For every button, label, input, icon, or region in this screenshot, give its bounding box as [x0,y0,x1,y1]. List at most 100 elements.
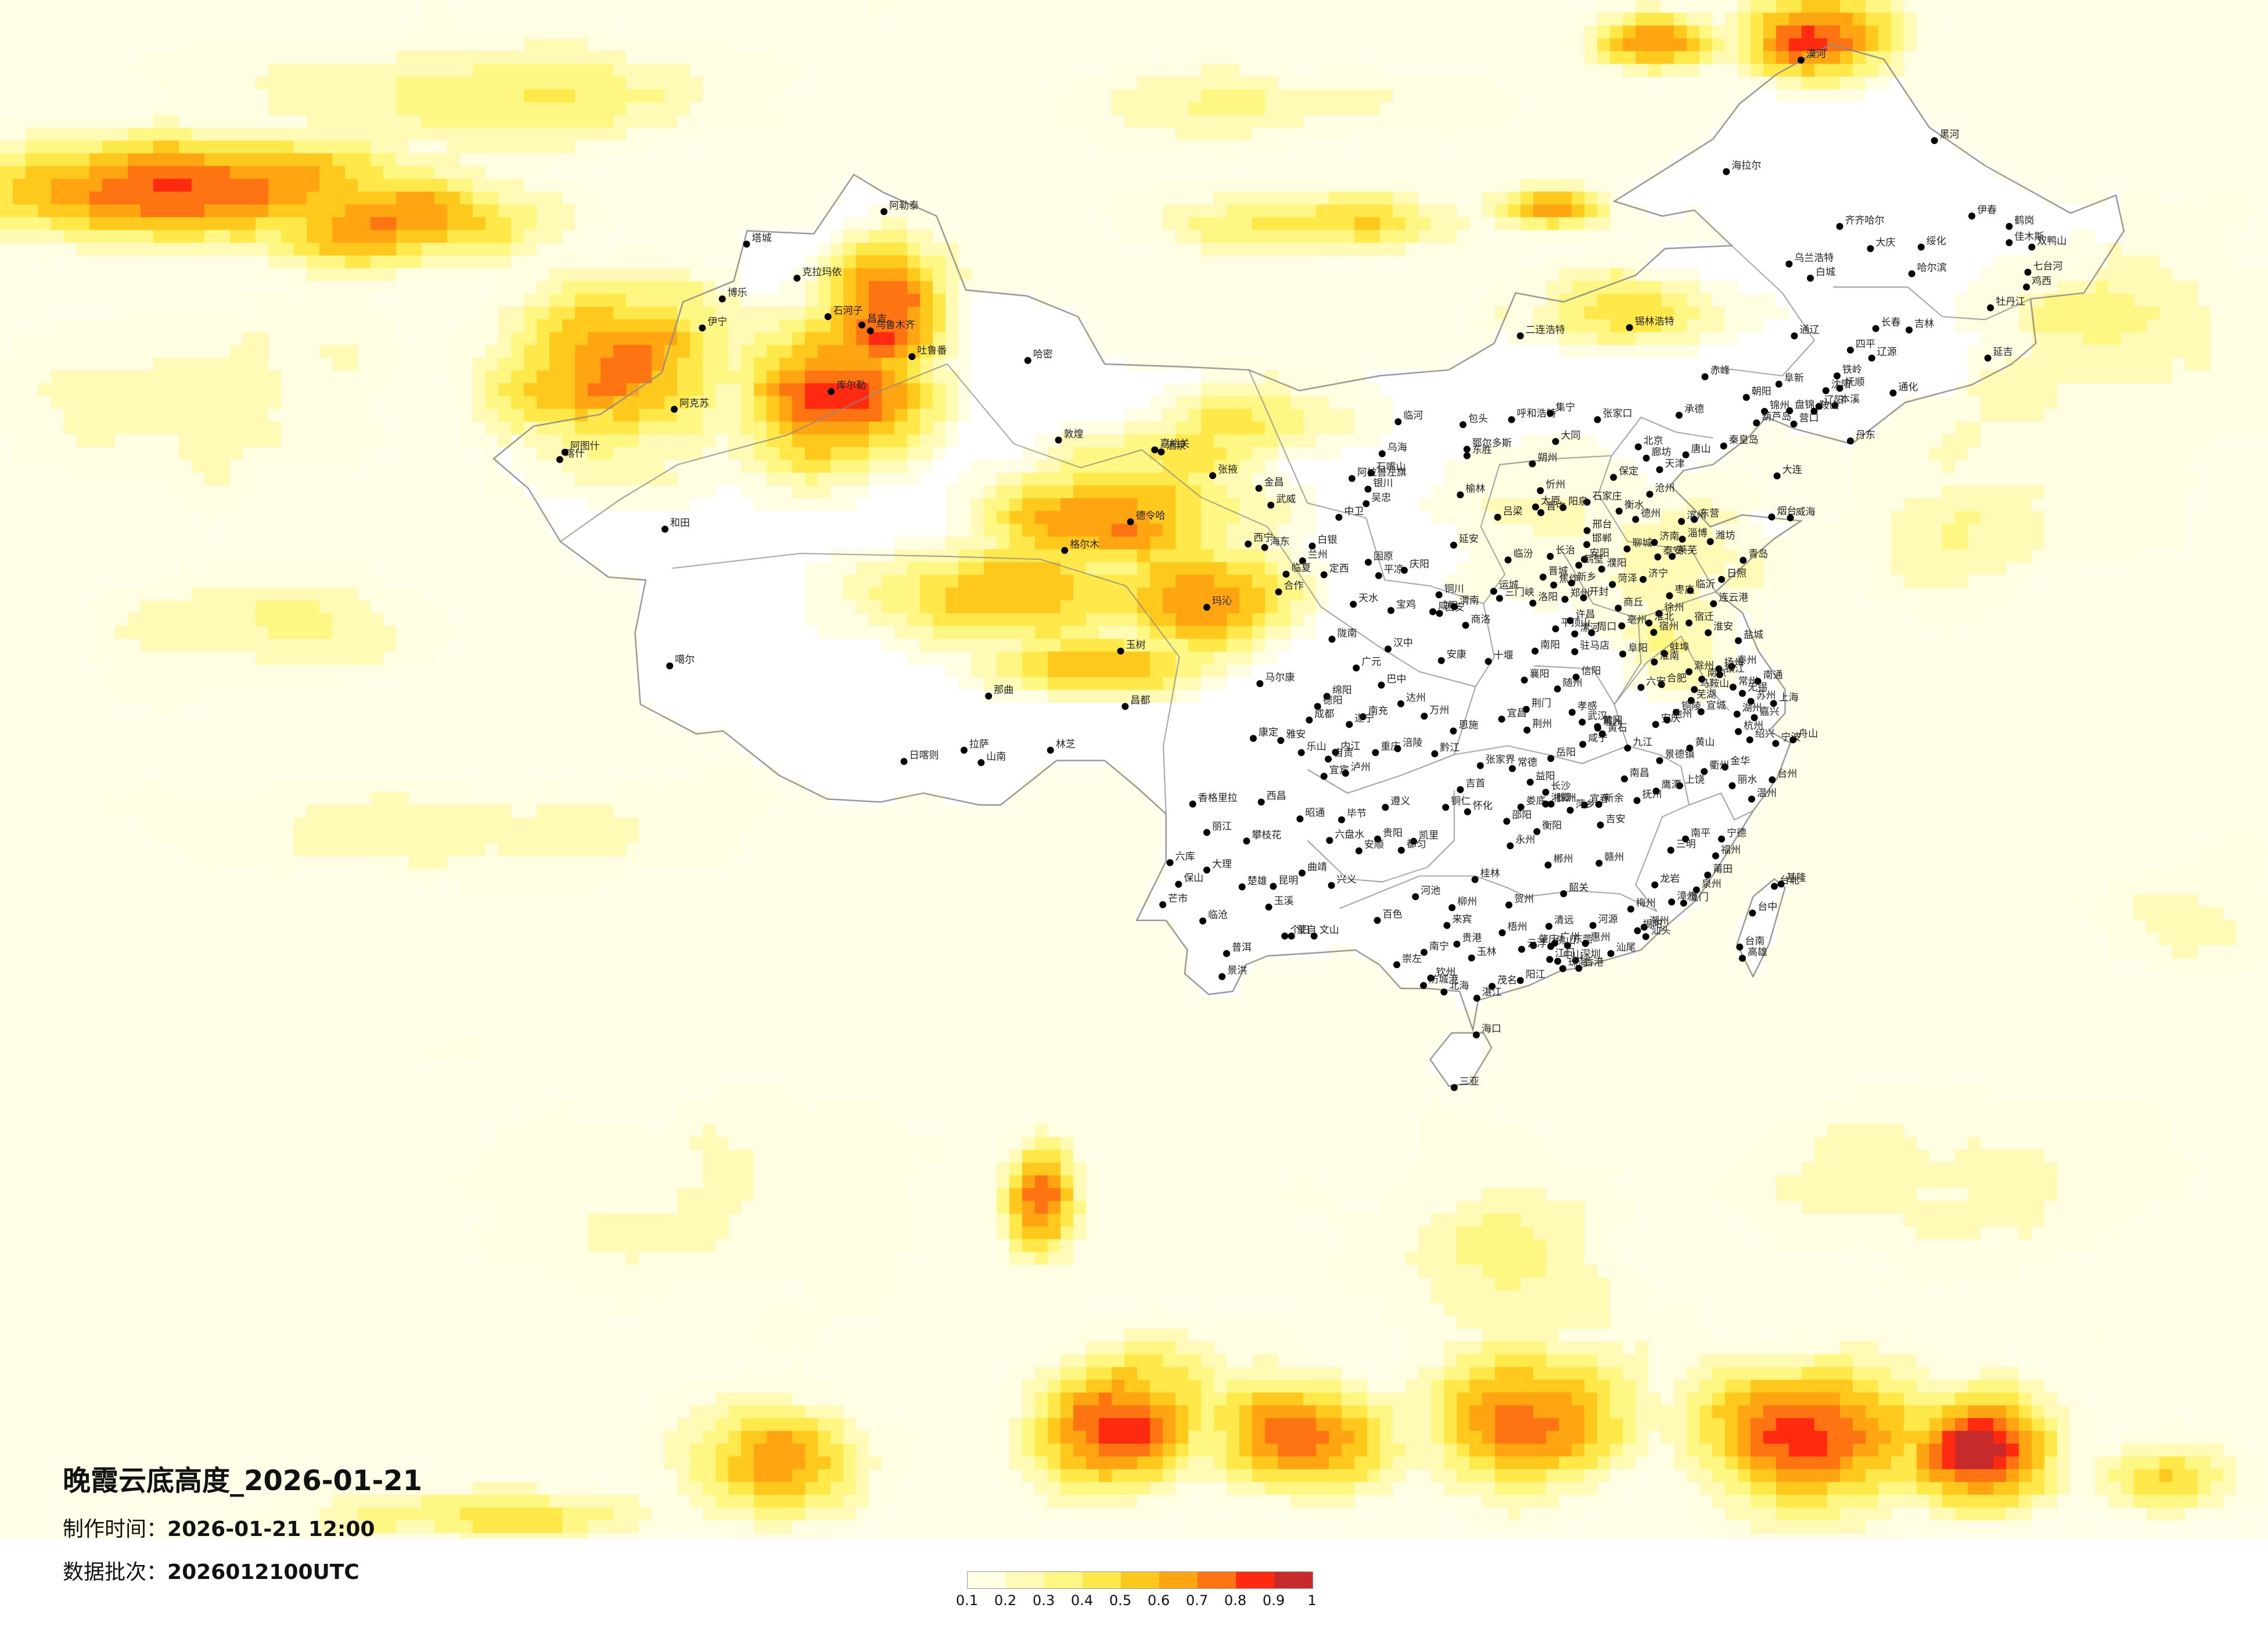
city-dot [1338,816,1345,823]
city-dot [1175,880,1182,888]
city-marker: 张掖 [1209,464,1238,479]
city-label: 清远 [1554,915,1574,926]
city-marker: 朔州 [1529,452,1557,467]
city-marker: 南充 [1359,705,1388,721]
city-label: 珠海 [1568,957,1588,969]
city-dot [1547,553,1554,560]
city-dot [1476,762,1484,769]
city-marker: 嘉兴 [1751,706,1780,721]
city-dot [2024,268,2032,276]
city-label: 揭阳 [1642,919,1662,931]
city-dot [1267,501,1275,509]
city-label: 烟台 [1777,505,1797,517]
city-label: 葫芦岛 [1762,411,1791,423]
city-marker: 钦州 [1427,966,1455,982]
city-marker: 邢台 [1583,519,1612,534]
city-marker: 秦皇岛 [1720,434,1759,449]
city-marker: 牡丹江 [1987,296,2025,311]
city-dot [1566,617,1574,624]
city-marker: 巴中 [1378,674,1406,689]
city-dot [1658,681,1665,688]
city-marker: 通辽 [1791,324,1820,340]
city-label: 和田 [670,517,690,529]
city-dot [1723,168,1730,175]
city-label: 马尔康 [1265,672,1295,684]
city-marker: 北京 [1634,436,1663,451]
city-dot [1374,916,1381,924]
city-marker: 中山 [1554,949,1583,965]
city-label: 新余 [1604,793,1624,804]
city-marker: 盘锦 [1786,399,1814,415]
city-marker: 个旧 [1281,924,1310,940]
city-dot [1810,408,1818,415]
city-marker: 洛阳 [1529,592,1558,607]
city-marker: 成都 [1306,708,1334,724]
city-label: 朔州 [1537,452,1557,464]
city-label: 海东 [1270,536,1290,548]
city-label: 滁州 [1694,660,1714,672]
city-dot [1545,923,1552,930]
city-label: 山南 [986,751,1006,762]
city-label: 张家界 [1486,754,1515,765]
city-label: 深圳 [1581,949,1601,961]
city-label: 惠州 [1591,932,1611,944]
city-label: 格尔木 [1070,539,1099,551]
city-dot [1299,557,1306,564]
city-marker: 泸州 [1342,762,1371,777]
city-marker: 兰州 [1299,549,1328,564]
city-marker: 内江 [1332,740,1360,756]
city-label: 襄阳 [1530,668,1550,680]
city-label: 临汾 [1514,548,1533,560]
legend-swatch [1006,1572,1044,1588]
city-dot [1560,890,1568,897]
city-label: 乐山 [1307,741,1327,753]
city-label: 萍乡 [1576,798,1595,810]
city-label: 徐州 [1665,602,1684,613]
city-marker: 汕尾 [1607,942,1636,957]
city-label: 六安 [1646,676,1666,688]
city-marker: 锡林浩特 [1626,316,1674,332]
city-dot [1697,708,1705,715]
city-label: 漠河 [1806,49,1826,60]
city-label: 梅州 [1636,898,1656,909]
legend-tick-label: 1 [1307,1592,1317,1609]
city-dot [1457,491,1464,499]
cloud-base-height-map [0,0,2268,1539]
city-dot [1682,451,1690,459]
city-dot [1024,357,1031,364]
city-marker: 海拉尔 [1723,160,1761,175]
city-marker: 威海 [1787,506,1816,521]
city-marker: 珠海 [1559,957,1588,972]
city-label: 青岛 [1748,549,1768,560]
city-marker: 南阳 [1532,639,1560,655]
city-marker: 广元 [1353,656,1381,672]
city-label: 遵义 [1390,796,1410,807]
city-label: 上饶 [1685,774,1705,786]
city-dot [1753,419,1760,427]
city-marker: 都匀 [1397,839,1426,854]
city-label: 郴州 [1554,854,1573,865]
city-dot [1682,835,1690,843]
city-label: 曲靖 [1307,861,1327,873]
city-marker: 基隆 [1777,872,1806,888]
city-label: 荆州 [1532,718,1552,730]
city-marker: 郴州 [1544,854,1573,869]
city-label: 大庆 [1876,237,1896,249]
city-label: 平顶山 [1561,617,1590,629]
city-marker: 保定 [1610,466,1638,481]
city-label: 信阳 [1582,665,1601,677]
city-dot [1326,837,1334,844]
city-dot [1706,538,1714,545]
legend-tick-label: 0.1 [955,1592,979,1609]
city-label: 涪陵 [1403,737,1422,749]
city-dot [1546,956,1554,963]
city-dot [1566,807,1574,814]
city-dot [1384,645,1392,653]
legend-swatch [1236,1572,1274,1588]
legend-tick-label: 0.4 [1070,1592,1094,1609]
city-marker: 阜阳 [1619,642,1648,658]
city-dot [1374,835,1381,843]
city-dot [1790,420,1798,428]
city-label: 西昌 [1267,790,1286,802]
city-marker: 衡阳 [1533,820,1562,835]
